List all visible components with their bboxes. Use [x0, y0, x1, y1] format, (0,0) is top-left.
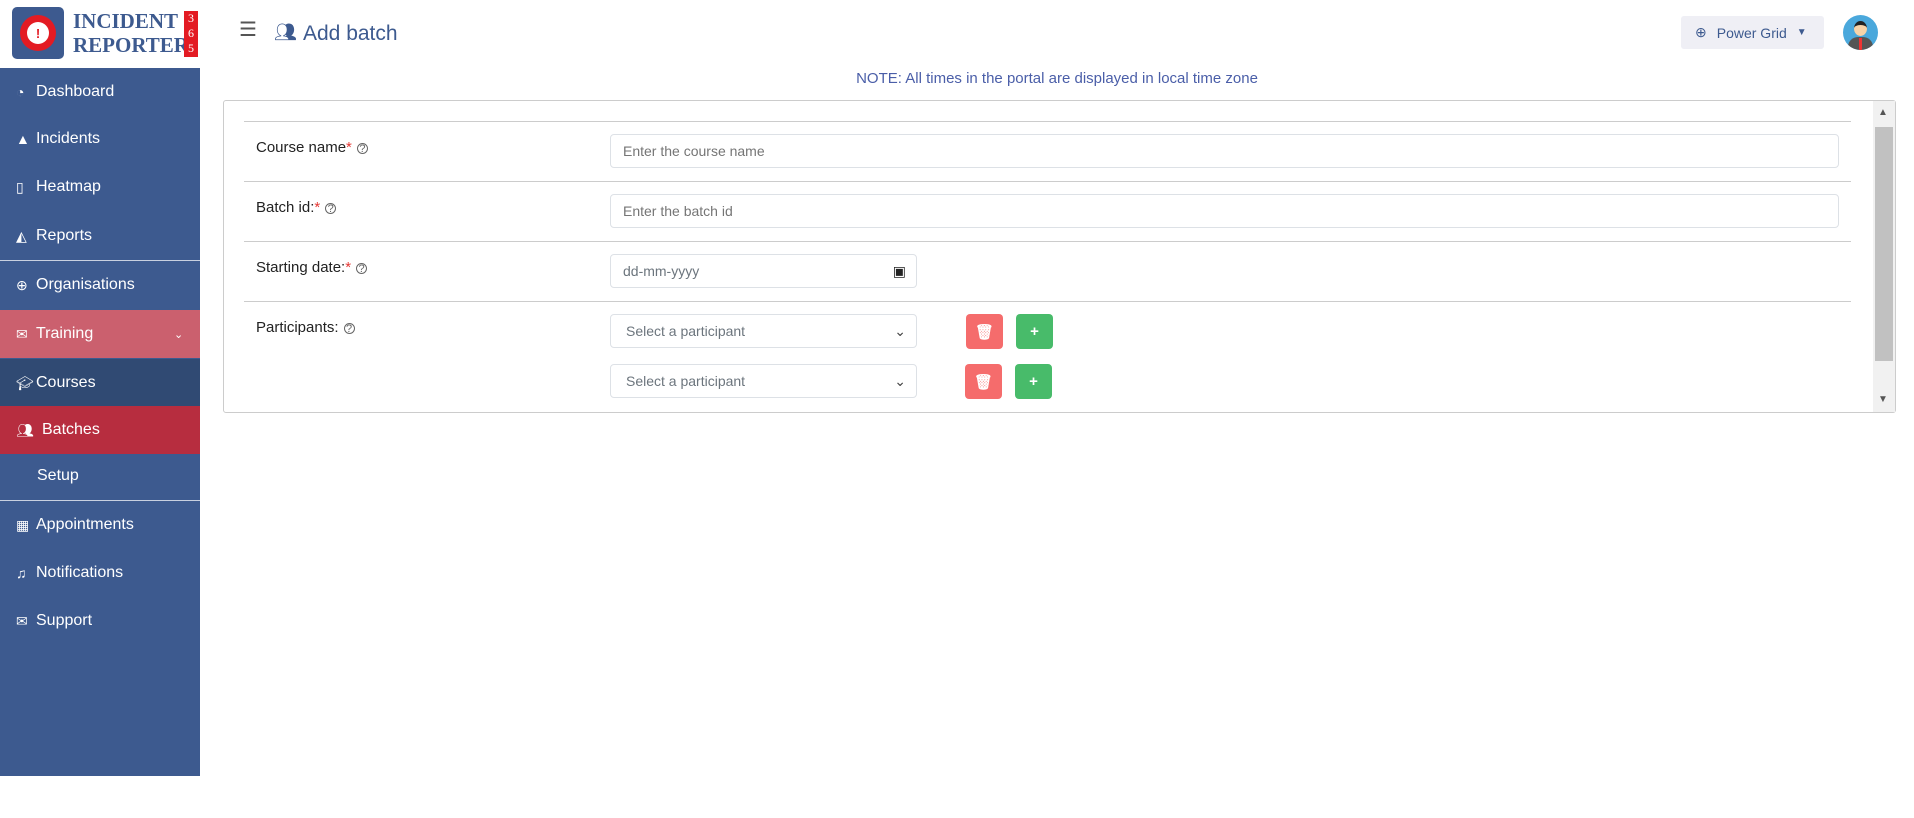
sidebar-item-notifications[interactable]: ♫ Notifications: [16, 564, 124, 581]
divider: [244, 121, 1851, 122]
dashboard-icon: ◔: [16, 84, 25, 100]
scrollbar-thumb[interactable]: [1875, 127, 1893, 361]
calendar-icon[interactable]: ▣: [892, 262, 906, 279]
add-participant-button[interactable]: +: [1016, 314, 1053, 349]
batch-id-input[interactable]: [610, 194, 1839, 228]
starting-date-label: Starting date:*?: [256, 259, 368, 276]
globe-icon: ⊕: [1695, 24, 1707, 40]
divider: [0, 500, 200, 501]
help-icon[interactable]: ?: [343, 322, 355, 334]
chevron-down-icon: ⌄: [894, 322, 906, 339]
logo-365: 3 6 5: [184, 11, 198, 57]
warning-icon: !: [27, 22, 49, 44]
participants-label: Participants:?: [256, 319, 355, 336]
page-title: Add batch: [303, 22, 398, 45]
caret-down-icon: ▼: [1796, 27, 1807, 38]
logo-mark: !: [12, 7, 64, 59]
sidebar-item-appointments[interactable]: ▦ Appointments: [16, 516, 134, 533]
sidebar-item-heatmap[interactable]: ▯ Heatmap: [16, 178, 101, 195]
avatar[interactable]: [1843, 15, 1878, 50]
warning-icon: ▲: [16, 131, 30, 147]
course-name-input[interactable]: [610, 134, 1839, 168]
bell-icon: ♫: [16, 565, 27, 581]
batch-id-label: Batch id:*?: [256, 199, 337, 216]
scrollbar[interactable]: ▲ ▼: [1873, 101, 1895, 412]
plus-icon: +: [1030, 323, 1039, 340]
sidebar-item-organisations[interactable]: ⊕ Organisations: [16, 276, 135, 293]
logo-text: INCIDENT REPORTER: [73, 9, 189, 57]
map-icon: ▯: [16, 178, 24, 195]
course-name-label: Course name*?: [256, 139, 368, 156]
help-icon[interactable]: ?: [356, 262, 368, 274]
sidebar-item-training[interactable]: ✉ Training ⌄: [0, 310, 200, 358]
app-logo[interactable]: ! INCIDENT REPORTER 3 6 5: [12, 7, 200, 59]
chevron-down-icon: ⌄: [174, 328, 184, 341]
sidebar-item-setup[interactable]: Setup: [37, 467, 79, 484]
sidebar-item-dashboard[interactable]: ◔ Dashboard: [16, 83, 115, 100]
divider: [244, 301, 1851, 302]
chart-icon: ◭: [16, 227, 27, 244]
divider: [244, 181, 1851, 182]
trash-icon: 🗑︎: [973, 373, 994, 391]
participant-select[interactable]: Select a participant ⌄: [610, 314, 917, 348]
globe-icon: ⊕: [16, 276, 28, 293]
chevron-down-icon: ⌄: [894, 372, 906, 389]
divider: [0, 260, 200, 261]
delete-participant-button[interactable]: 🗑︎: [966, 314, 1003, 349]
help-icon[interactable]: ?: [356, 142, 368, 154]
envelope-icon: ✉: [16, 612, 28, 629]
sidebar-item-courses[interactable]: 🎓︎ Courses: [0, 359, 200, 407]
plus-icon: +: [1029, 373, 1038, 390]
users-icon: 👥︎: [274, 22, 297, 42]
add-batch-form: Course name*? Batch id:*? Starting date:…: [223, 100, 1896, 413]
delete-participant-button[interactable]: 🗑︎: [965, 364, 1002, 399]
users-icon: 👥︎: [16, 421, 34, 438]
sidebar-item-batches[interactable]: 👥︎ Batches: [0, 406, 200, 454]
sidebar: ◔ Dashboard ▲ Incidents ▯ Heatmap ◭ Reports …: [0, 68, 200, 776]
starting-date-input[interactable]: dd-mm-yyyy ▣: [610, 254, 917, 288]
sidebar-item-reports[interactable]: ◭ Reports: [16, 227, 93, 244]
participant-select[interactable]: Select a participant ⌄: [610, 364, 917, 398]
envelope-icon: ✉: [16, 325, 28, 342]
divider: [244, 241, 1851, 242]
calendar-icon: ▦: [16, 516, 30, 533]
scroll-up-icon[interactable]: ▲: [1878, 107, 1888, 118]
scroll-down-icon[interactable]: ▼: [1878, 394, 1888, 405]
sidebar-item-incidents[interactable]: ▲ Incidents: [16, 130, 101, 147]
organisation-dropdown[interactable]: ⊕ Power Grid ▼: [1681, 16, 1824, 49]
sidebar-item-support[interactable]: ✉ Support: [16, 612, 93, 629]
trash-icon: 🗑︎: [974, 323, 995, 341]
timezone-note: NOTE: All times in the portal are displa…: [856, 70, 1258, 87]
help-icon[interactable]: ?: [325, 202, 337, 214]
graduation-cap-icon: 🎓︎: [16, 374, 34, 391]
hamburger-menu-icon[interactable]: ☰: [239, 19, 257, 41]
add-participant-button[interactable]: +: [1015, 364, 1052, 399]
